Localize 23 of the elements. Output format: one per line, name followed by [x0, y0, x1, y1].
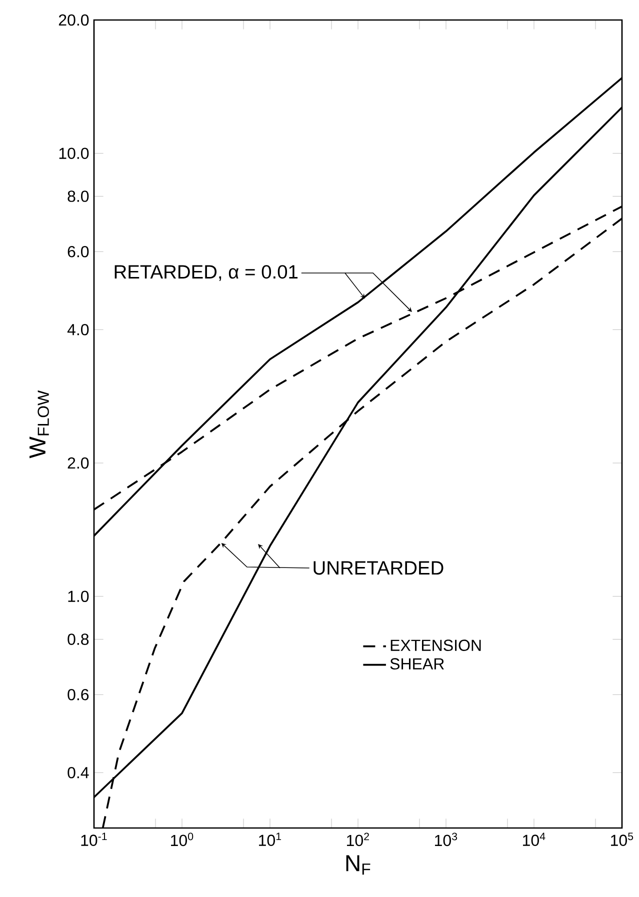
legend-label: EXTENSION	[390, 640, 481, 651]
x-axis-title: N$_{F}$	[346, 855, 370, 875]
x-tick-label: 10$^{4}$	[523, 832, 546, 846]
legend-label: SHEAR	[390, 658, 444, 670]
annotation: RETARDED, α = 0.01	[114, 265, 298, 281]
y-tick-label: 0.6	[68, 688, 89, 700]
y-axis-title: W$_{FLOW}$	[30, 390, 49, 458]
y-tick-label: 10.0	[59, 148, 89, 159]
annotation: UNRETARDED	[314, 561, 444, 575]
y-tick-label: 2.0	[68, 457, 89, 469]
y-tick-label: 8.0	[68, 190, 89, 202]
y-tick-label: 0.8	[68, 634, 89, 645]
y-tick-label: 4.0	[67, 324, 89, 336]
x-tick-label: 10$^{0}$	[171, 832, 194, 846]
x-tick-label: 10$^{1}$	[259, 832, 282, 846]
y-tick-label: 6.0	[68, 246, 89, 258]
y-tick-label: 20.0	[58, 14, 89, 26]
x-tick-label: 10$^{-1}$	[81, 832, 107, 846]
x-tick-label: 10$^{5}$	[611, 832, 634, 846]
x-tick-label: 10$^{2}$	[347, 832, 369, 846]
y-tick-label: 1.0	[68, 590, 89, 602]
x-tick-label: 10$^{3}$	[435, 832, 458, 846]
y-tick-label: 0.4	[68, 766, 89, 778]
